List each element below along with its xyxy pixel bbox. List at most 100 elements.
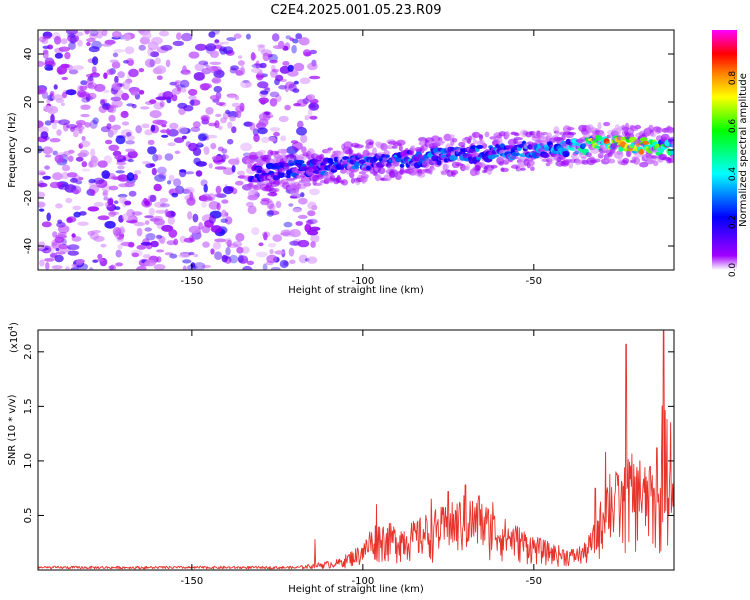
- signal-halo: [500, 167, 509, 173]
- noise-speckle: [167, 180, 172, 185]
- noise-speckle: [112, 176, 125, 180]
- noise-speckle: [212, 41, 224, 46]
- noise-speckle: [133, 221, 145, 227]
- snr-multiplier-base: (x10: [9, 330, 20, 353]
- noise-speckle: [90, 148, 96, 158]
- signal-halo: [450, 134, 455, 140]
- x-tick-label: -50: [526, 276, 542, 287]
- noise-speckle: [240, 80, 252, 89]
- signal-core: [594, 145, 600, 149]
- noise-speckle: [80, 140, 91, 148]
- x-tick-label: -50: [526, 576, 542, 587]
- noise-speckle: [152, 67, 163, 75]
- signal-core: [639, 137, 648, 142]
- signal-core: [296, 159, 305, 164]
- noise-speckle: [97, 253, 103, 260]
- signal-halo: [317, 173, 324, 180]
- signal-halo: [498, 161, 504, 166]
- noise-speckle: [68, 155, 74, 162]
- signal-halo: [482, 143, 488, 149]
- signal-halo: [468, 135, 473, 141]
- noise-speckle: [225, 246, 231, 256]
- signal-halo: [514, 133, 520, 137]
- noise-speckle: [68, 41, 76, 50]
- noise-speckle: [142, 254, 151, 259]
- snr-frame: [37, 329, 675, 571]
- noise-speckle: [265, 260, 274, 266]
- x-tick-label: -100: [351, 276, 374, 287]
- snr-multiplier: (x104): [7, 322, 20, 353]
- signal-halo: [348, 147, 353, 155]
- noise-speckle: [201, 201, 207, 208]
- noise-speckle: [58, 243, 69, 250]
- noise-speckle: [214, 166, 227, 170]
- noise-speckle: [201, 68, 211, 75]
- snr-panel: -150 -100 -50 0.5 1.0 1.5 2.0 Height of straig…: [7, 322, 675, 595]
- noise-speckle: [70, 267, 79, 270]
- noise-speckle: [269, 98, 278, 107]
- noise-speckle: [209, 65, 216, 74]
- noise-speckle: [266, 254, 278, 264]
- noise-speckle: [110, 96, 122, 102]
- noise-speckle: [245, 81, 253, 88]
- noise-speckle: [78, 129, 83, 134]
- noise-speckle: [88, 267, 94, 270]
- noise-speckle: [235, 232, 245, 242]
- noise-speckle: [258, 242, 264, 247]
- noise-speckle: [109, 211, 120, 216]
- noise-speckle: [258, 118, 269, 127]
- noise-speckle: [79, 85, 88, 91]
- noise-speckle: [137, 30, 145, 34]
- signal-halo: [443, 133, 452, 142]
- noise-speckle: [63, 150, 71, 156]
- colorbar-label: Normalized spectral amplitude: [738, 73, 749, 227]
- noise-speckle: [251, 63, 264, 69]
- noise-speckle: [305, 219, 313, 225]
- noise-speckle: [270, 267, 281, 270]
- noise-speckle: [88, 75, 94, 82]
- noise-speckle: [293, 62, 305, 72]
- noise-speckle: [161, 124, 167, 128]
- signal-halo: [353, 144, 364, 149]
- noise-speckle: [266, 210, 275, 217]
- signal-halo: [451, 138, 458, 143]
- noise-speckle: [87, 230, 95, 236]
- signal-halo: [622, 157, 630, 164]
- signal-halo: [566, 127, 575, 131]
- noise-speckle: [40, 131, 49, 139]
- noise-speckle: [261, 197, 270, 202]
- noise-speckle: [194, 63, 205, 72]
- noise-speckle: [310, 241, 316, 248]
- noise-speckle: [103, 72, 108, 79]
- snr-multiplier-exponent: 4: [7, 325, 15, 330]
- noise-speckle: [188, 142, 198, 152]
- noise-speckle: [183, 171, 195, 175]
- noise-speckle: [131, 252, 139, 258]
- noise-speckle: [260, 90, 269, 95]
- noise-speckle: [231, 165, 236, 173]
- noise-speckle: [61, 76, 68, 81]
- noise-speckle: [51, 265, 63, 270]
- signal-halo: [377, 167, 386, 175]
- noise-speckle: [109, 126, 118, 135]
- signal-halo: [529, 131, 536, 136]
- noise-speckle: [169, 122, 179, 130]
- noise-speckle: [159, 203, 170, 208]
- noise-speckle: [41, 221, 52, 228]
- noise-speckle: [182, 265, 187, 270]
- noise-speckle: [267, 242, 277, 248]
- noise-speckle: [235, 67, 246, 76]
- signal-halo: [519, 167, 526, 171]
- noise-speckle: [111, 31, 122, 38]
- noise-speckle: [222, 41, 230, 45]
- noise-speckle: [246, 260, 254, 266]
- noise-speckle: [161, 134, 169, 138]
- colorbar-tick-label: 0.2: [728, 215, 738, 229]
- noise-speckle: [112, 52, 119, 58]
- signal-halo: [410, 145, 416, 152]
- signal-halo: [437, 140, 446, 144]
- noise-speckle: [55, 248, 60, 252]
- noise-speckle: [126, 172, 135, 182]
- noise-speckle: [93, 177, 105, 184]
- signal-halo: [431, 135, 440, 142]
